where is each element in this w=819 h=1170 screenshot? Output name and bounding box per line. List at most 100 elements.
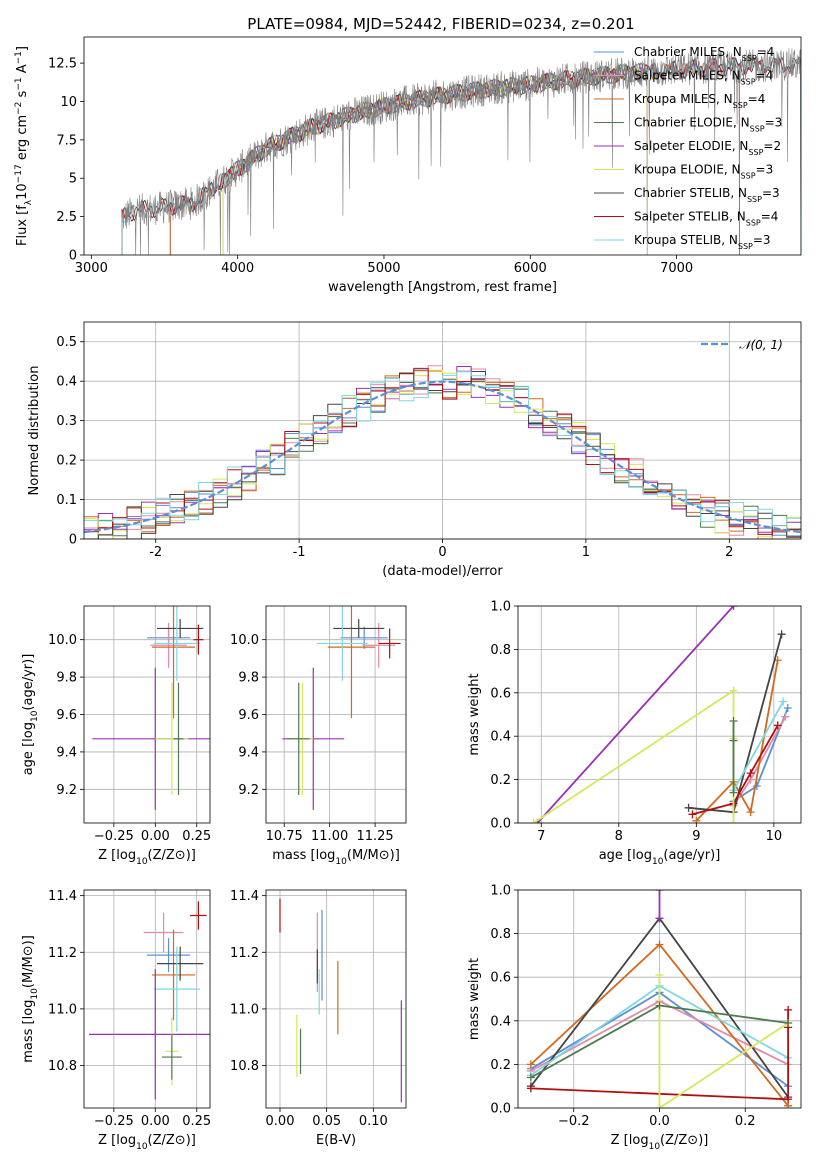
y-tick-label: 1.0 (490, 600, 511, 615)
error-bar-point (287, 682, 310, 795)
x-tick-label: 4000 (221, 261, 254, 276)
normal-reference-curve (84, 380, 801, 534)
figure-title: PLATE=0984, MJD=52442, FIBERID=0234, z=0… (247, 15, 634, 33)
x-axis-label: E(B-V) (316, 1133, 356, 1148)
weight-line (732, 701, 784, 791)
error-bar-point (150, 622, 187, 668)
weight-marker (784, 1018, 793, 1027)
mass-vs-EBV-plot-area (279, 898, 402, 1103)
error-bar-point (156, 946, 204, 981)
weight-marker (729, 717, 738, 726)
age-vs-mass-plot-area (282, 606, 401, 810)
x-tick-label: 0.10 (359, 1114, 388, 1129)
y-tick-label: 10.0 (48, 633, 77, 648)
y-tick-label: 1.0 (490, 884, 511, 899)
weight-series (729, 717, 738, 797)
x-tick-label: 5000 (367, 261, 400, 276)
weight-marker (773, 721, 782, 730)
age-vs-mass-panel: 10.75 11.00 11.25 9.2 9.4 9.6 9.8 10.0 mass [log… (230, 605, 407, 867)
error-bar-point (156, 619, 204, 638)
x-tick-label: 11.00 (311, 829, 348, 844)
weight-marker (779, 697, 788, 706)
error-bar-point (333, 619, 385, 638)
y-tick-label: 9.2 (56, 783, 77, 798)
mass-vs-EBV-panel: 0.00 0.05 0.10 10.8 11.0 11.2 11.4 E(B-V) (230, 889, 407, 1148)
error-bar-point (378, 628, 401, 659)
y-tick-label: 7.5 (56, 133, 77, 148)
legend-label: Kroupa ELODIE, NSSP=3 (634, 163, 773, 181)
axes-frame (265, 889, 407, 1109)
legend: Chabrier MILES, NSSP=4 Salpeter MILES, NS… (594, 45, 782, 251)
weight-marker (746, 769, 755, 778)
legend-label: Salpeter STELIB, NSSP=4 (634, 210, 778, 228)
weight-series (526, 1001, 793, 1082)
y-tick-label: 11.2 (230, 946, 259, 961)
y-tick-label: 0.2 (56, 454, 77, 469)
weight-series (655, 890, 664, 923)
mass-vs-Z-panel: −0.25 0.00 0.25 10.8 11.0 11.2 11.4 Z [log10(Z/… (21, 889, 211, 1152)
legend-label: Chabrier MILES, NSSP=4 (634, 45, 774, 63)
weight-marker (526, 1073, 535, 1082)
residual-histogram-line (84, 371, 801, 527)
age-vs-Z-plot-area (92, 606, 210, 810)
x-tick-label: −0.25 (94, 1114, 134, 1129)
x-axis-label: age [log10(age/yr)] (599, 848, 721, 867)
error-bar-point (316, 606, 368, 681)
weight-marker (526, 1060, 535, 1069)
y-tick-label: 0.5 (56, 335, 77, 350)
weight-line (536, 606, 735, 823)
error-bar-point (151, 929, 196, 1021)
y-tick-label: 0.8 (490, 927, 511, 942)
y-axis-label: mass [log10(M/M⊙)] (21, 935, 40, 1063)
legend-label: Chabrier STELIB, NSSP=3 (634, 186, 780, 204)
weight-marker (746, 808, 755, 817)
error-bar-point (190, 901, 207, 930)
x-tick-label: 6000 (514, 261, 547, 276)
y-tick-label: 11.4 (48, 889, 77, 904)
axes-frame (83, 321, 802, 540)
weight-marker (655, 940, 664, 949)
y-tick-label: 9.6 (56, 708, 77, 723)
y-tick-label: 0.0 (490, 817, 511, 832)
x-tick-label: 10 (766, 829, 783, 844)
x-tick-label: 7 (537, 829, 545, 844)
axes-frame (83, 36, 802, 256)
y-axis-label: age [log10(age/yr)] (21, 654, 40, 776)
y-tick-label: 0 (69, 533, 77, 548)
residuals-plot-area (84, 365, 801, 539)
x-axis-label: Z [log10(Z/Z⊙)] (611, 1133, 709, 1152)
x-tick-label: 2 (725, 545, 733, 560)
x-axis-label: Z [log10(Z/Z⊙)] (98, 1133, 196, 1152)
weight-marker (729, 736, 738, 745)
y-tick-label: 0.6 (490, 971, 511, 986)
residuals-panel: -2 -1 0 1 2 0 0.1 0.2 0.3 0.4 0.5 (data-model)/erro… (27, 321, 802, 579)
error-bar-point (161, 1034, 182, 1080)
x-tick-label: -2 (149, 545, 162, 560)
spectrum-panel: 3000 4000 5000 6000 7000 0 2.5 5 7.5 10 12.5 wavele… (14, 36, 802, 295)
weight-marker (684, 803, 693, 812)
error-bar-point (193, 624, 204, 655)
weight-marker (655, 971, 664, 980)
error-bar-point (143, 912, 184, 953)
weight-vs-Z-panel: −0.2 0.0 0.2 0.0 0.2 0.4 0.6 0.8 1.0 Z [log10(Z/Z… (467, 884, 802, 1152)
y-tick-label: 0.2 (490, 773, 511, 788)
weight-marker (526, 1084, 535, 1093)
weight-marker (688, 810, 697, 819)
spectrum-plot-area (121, 48, 801, 255)
weight-marker (729, 819, 738, 823)
y-axis-label: mass weight (467, 673, 482, 755)
y-tick-label: 0.8 (490, 643, 511, 658)
y-tick-label: 9.8 (238, 671, 259, 686)
error-bar-point (88, 969, 210, 1100)
y-tick-label: 0.3 (56, 414, 77, 429)
y-tick-label: 9.4 (238, 745, 259, 760)
legend-label: Salpeter ELODIE, NSSP=2 (634, 139, 781, 157)
x-tick-label: 1 (582, 545, 590, 560)
residual-histogram-line (84, 369, 801, 539)
y-tick-label: 0.1 (56, 493, 77, 508)
weight-vs-age-plot-area (529, 606, 792, 823)
x-axis-label: Z [log10(Z/Z⊙)] (98, 848, 196, 867)
legend-label: Salpeter MILES, NSSP=4 (634, 69, 773, 87)
x-axis-label: wavelength [Angstrom, rest frame] (328, 280, 557, 295)
y-tick-label: 0.2 (490, 1058, 511, 1073)
